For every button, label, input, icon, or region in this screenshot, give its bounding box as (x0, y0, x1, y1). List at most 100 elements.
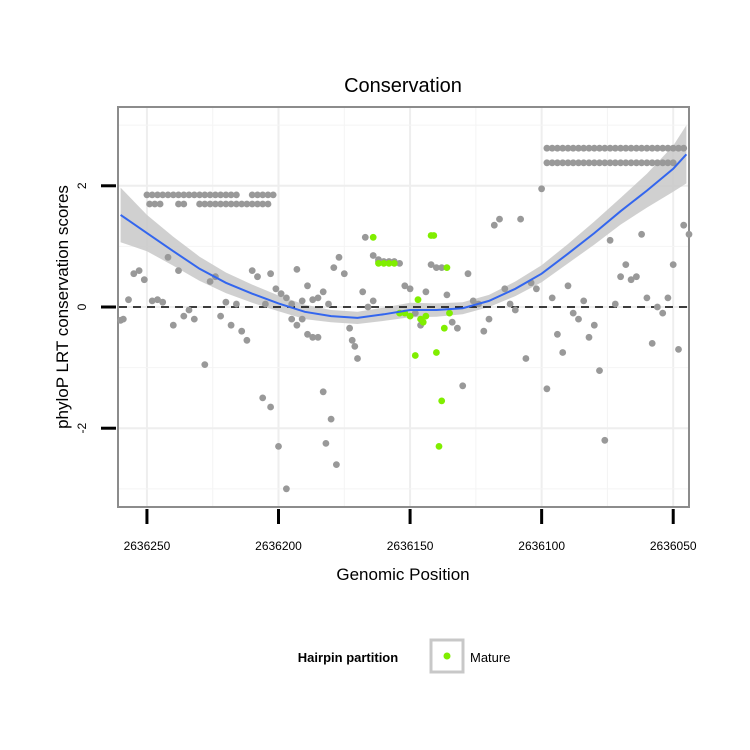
data-point (243, 336, 251, 344)
data-point (222, 200, 230, 208)
data-point (169, 321, 177, 329)
data-point (427, 261, 435, 268)
data-point (185, 191, 193, 199)
data-point (151, 200, 159, 208)
data-point (633, 159, 640, 167)
data-point (264, 191, 272, 199)
data-point (627, 276, 635, 284)
data-point (664, 159, 672, 167)
data-point (254, 191, 261, 199)
data-point (206, 200, 214, 208)
data-point (559, 159, 567, 167)
data-point (222, 191, 230, 199)
data-point (596, 159, 603, 167)
data-point (590, 321, 598, 329)
data-point (351, 343, 359, 350)
data-point (554, 144, 561, 152)
data-point (143, 191, 151, 199)
data-point (212, 191, 219, 199)
data-point-mature (443, 264, 451, 271)
data-point (611, 144, 619, 152)
data-point (277, 290, 285, 298)
data-point (227, 200, 235, 208)
x-tick-label: 2636100 (518, 539, 565, 553)
data-point (664, 144, 672, 152)
data-point (217, 200, 225, 208)
data-point (669, 159, 677, 167)
smooth-line (120, 153, 688, 319)
data-point (322, 440, 330, 447)
data-point (206, 191, 214, 199)
data-point (130, 270, 138, 278)
data-point (180, 312, 188, 320)
data-point (590, 144, 598, 152)
data-point (443, 291, 451, 299)
data-point (119, 315, 127, 323)
data-point (669, 261, 677, 268)
data-point (233, 191, 240, 199)
data-point (309, 333, 317, 341)
data-point (633, 273, 640, 281)
data-point (327, 415, 335, 423)
data-point (330, 264, 338, 271)
data-point (298, 297, 306, 305)
data-point (314, 294, 322, 302)
legend: Hairpin partition Mature (298, 638, 510, 674)
data-point-mature (414, 296, 422, 304)
data-point (643, 294, 651, 302)
data-point (569, 309, 577, 317)
data-point (269, 191, 277, 199)
data-point (569, 144, 577, 152)
data-point (575, 315, 582, 323)
data-point (369, 252, 377, 259)
data-point (422, 288, 430, 296)
data-point (159, 191, 167, 199)
data-point (175, 267, 182, 274)
data-point (517, 215, 524, 223)
data-point (238, 327, 246, 335)
data-point (585, 159, 593, 167)
data-point (648, 159, 656, 167)
y-tick-label: 0 (75, 303, 89, 310)
data-point (685, 230, 693, 238)
data-point (196, 200, 204, 208)
data-point (548, 159, 556, 167)
data-point (227, 191, 235, 199)
data-point (154, 191, 161, 199)
data-point (622, 144, 630, 152)
data-point (596, 144, 603, 152)
data-point (569, 159, 577, 167)
data-point (601, 159, 609, 167)
data-point-mature (419, 318, 427, 326)
data-point (369, 297, 377, 305)
data-point (364, 303, 372, 311)
data-point (648, 340, 656, 347)
data-point (617, 273, 624, 281)
data-point (259, 394, 267, 402)
data-point (212, 200, 219, 208)
data-point (580, 159, 588, 167)
data-point (169, 191, 177, 199)
data-point (459, 382, 467, 390)
data-point (135, 267, 143, 274)
data-point (585, 333, 593, 341)
data-point (283, 485, 290, 493)
data-point (340, 270, 348, 278)
data-point (543, 144, 551, 152)
data-point (267, 403, 274, 411)
x-tick-label: 2636050 (650, 539, 697, 553)
data-point (590, 159, 598, 167)
confidence-band-layer (120, 125, 687, 324)
y-tick-label: -2 (75, 423, 89, 434)
data-point (248, 267, 256, 274)
legend-key-mature (429, 638, 465, 674)
data-point (304, 282, 311, 290)
data-point (243, 200, 251, 208)
data-point (559, 144, 567, 152)
data-point (227, 321, 235, 329)
data-point (654, 144, 661, 152)
data-point-mature (433, 349, 440, 356)
confidence-band (120, 125, 687, 324)
data-point (622, 159, 630, 167)
data-point (554, 330, 561, 338)
